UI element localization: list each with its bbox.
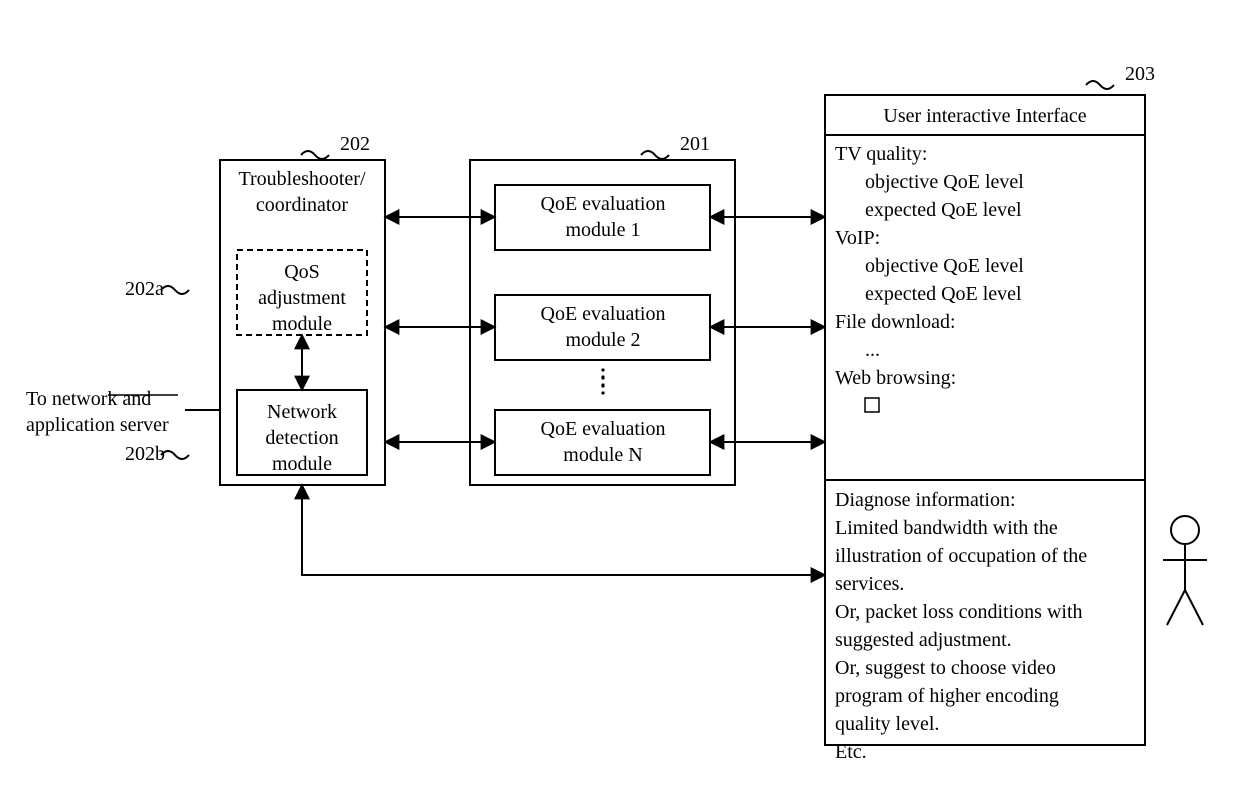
user-icon <box>1167 590 1185 625</box>
ui-diagnose-text: program of higher encoding <box>835 685 1059 707</box>
network-detection-label: module <box>272 453 332 475</box>
user-icon <box>1185 590 1203 625</box>
ui-diagnose-text: suggested adjustment. <box>835 629 1012 651</box>
troubleshooter-ui-link <box>302 485 825 575</box>
network-detection-label: detection <box>265 427 338 449</box>
ref-201: 201 <box>680 133 710 155</box>
ui-top-text: ... <box>865 339 880 361</box>
ui-diagnose-text: Or, suggest to choose video <box>835 657 1056 679</box>
ui-top-text: File download: <box>835 311 956 333</box>
qoe-module-2-label: QoE evaluation <box>541 303 666 325</box>
qoe-module-3-label: module N <box>563 444 642 466</box>
reference-tilde <box>161 451 189 459</box>
ui-diagnose-text: illustration of occupation of the <box>835 545 1087 567</box>
reference-tilde <box>1086 81 1114 89</box>
qos-adjustment-label: QoS <box>284 261 320 283</box>
reference-tilde <box>641 151 669 159</box>
qos-adjustment-label: module <box>272 313 332 335</box>
ui-top-text: expected QoE level <box>865 199 1022 221</box>
qos-adjustment-label: adjustment <box>258 287 346 309</box>
ellipsis-dot <box>601 375 604 378</box>
qoe-module-2-label: module 2 <box>566 329 641 351</box>
qoe-module-1-label: QoE evaluation <box>541 193 666 215</box>
ui-diagnose-text: Or, packet loss conditions with <box>835 601 1083 623</box>
qoe-module-1-label: module 1 <box>566 219 641 241</box>
ref-202a: 202a <box>125 278 164 300</box>
ui-diagnose-text: Limited bandwidth with the <box>835 517 1058 539</box>
ellipsis-dot <box>601 391 604 394</box>
user-interface-title: User interactive Interface <box>883 105 1086 127</box>
external-network-label: To network and <box>26 388 151 410</box>
ui-diagnose-text: quality level. <box>835 713 939 735</box>
ref-202b: 202b <box>125 443 165 465</box>
qoe-module-3-label: QoE evaluation <box>541 418 666 440</box>
ellipsis-dot <box>601 368 604 371</box>
reference-tilde <box>301 151 329 159</box>
troubleshooter-title: coordinator <box>256 194 349 216</box>
ui-top-text: expected QoE level <box>865 283 1022 305</box>
ref-202: 202 <box>340 133 370 155</box>
user-icon <box>1171 516 1199 544</box>
ellipsis-dot <box>601 383 604 386</box>
ui-top-text: objective QoE level <box>865 171 1024 193</box>
external-network-label: application server <box>26 414 169 436</box>
ui-diagnose-text: Etc. <box>835 741 867 763</box>
ui-top-text: objective QoE level <box>865 255 1024 277</box>
network-detection-label: Network <box>267 401 337 423</box>
ui-top-text: TV quality: <box>835 143 927 165</box>
checkbox-icon <box>865 398 879 412</box>
troubleshooter-title: Troubleshooter/ <box>238 168 365 190</box>
ui-top-text: VoIP: <box>835 227 880 249</box>
architecture-diagram: To network and application server 202 Troub… <box>0 0 1240 788</box>
ui-top-text: Web browsing: <box>835 367 956 389</box>
reference-tilde <box>161 286 189 294</box>
ref-203: 203 <box>1125 63 1155 85</box>
ui-diagnose-text: services. <box>835 573 904 595</box>
ui-diagnose-text: Diagnose information: <box>835 489 1016 511</box>
